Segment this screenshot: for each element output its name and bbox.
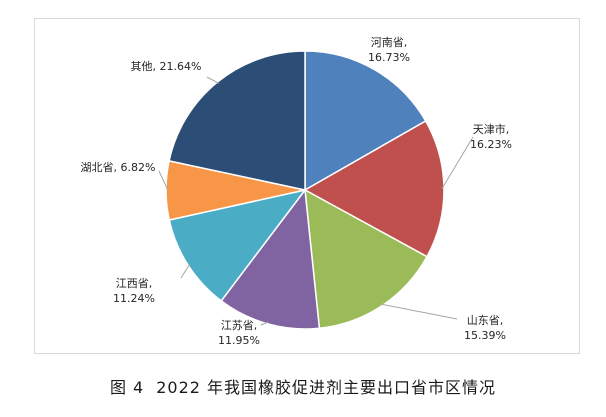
leader-line-6 <box>158 170 169 191</box>
data-label-2: 天津市, 16.23% <box>470 122 512 151</box>
data-label-name: 其他, 21.64% <box>131 60 202 73</box>
leader-line-5 <box>180 263 191 279</box>
data-label-3: 山东省, 15.39% <box>464 314 506 342</box>
leader-line-2 <box>441 136 474 189</box>
data-label-value: 11.24% <box>113 292 155 305</box>
data-label-name: 江西省, <box>116 277 153 290</box>
data-label-value: 15.39% <box>464 329 506 342</box>
pie-slice-3 <box>304 188 428 330</box>
data-label-name: 江苏省, <box>221 319 258 332</box>
pie-slice-1 <box>304 50 427 192</box>
chart-area: 河南省, 16.73% 天津市, 16.23% 山东省, 15.39% 江苏省, 11.95%… <box>34 18 580 354</box>
data-label-7: 其他, 21.64% <box>131 60 202 73</box>
data-label-name: 山东省, <box>467 314 504 327</box>
pie-slice-5 <box>168 188 307 302</box>
figure-caption: 图 4 2022 年我国橡胶促进剂主要出口省市区情况 <box>0 374 606 398</box>
data-label-1: 河南省, 16.73% <box>368 36 410 64</box>
figure-caption-text: 2022 年我国橡胶促进剂主要出口省市区情况 <box>156 378 497 397</box>
leader-lines <box>158 76 474 326</box>
pie-slice-7 <box>168 50 306 191</box>
data-label-name: 湖北省, 6.82% <box>81 161 156 174</box>
leader-line-3 <box>380 303 458 320</box>
data-label-6: 湖北省, 6.82% <box>81 161 156 174</box>
data-label-name: 河南省, <box>371 36 408 49</box>
data-label-4: 江苏省, 11.95% <box>218 319 260 347</box>
data-label-5: 江西省, 11.24% <box>113 277 155 305</box>
pie-slice-4 <box>220 188 321 330</box>
data-label-value: 11.95% <box>218 334 260 347</box>
leader-line-4 <box>260 321 269 326</box>
pie-slice-2 <box>303 119 445 258</box>
pie-chart: 河南省, 16.73% 天津市, 16.23% 山东省, 15.39% 江苏省, 11.95%… <box>81 36 512 347</box>
pie-slices <box>165 50 445 330</box>
data-label-name: 天津市, <box>473 122 510 136</box>
data-label-value: 16.23% <box>470 138 512 151</box>
leader-line-7 <box>206 76 220 84</box>
figure-number: 图 4 <box>109 378 145 397</box>
data-label-value: 16.73% <box>368 51 410 64</box>
data-labels: 河南省, 16.73% 天津市, 16.23% 山东省, 15.39% 江苏省, 11.95%… <box>81 36 512 347</box>
